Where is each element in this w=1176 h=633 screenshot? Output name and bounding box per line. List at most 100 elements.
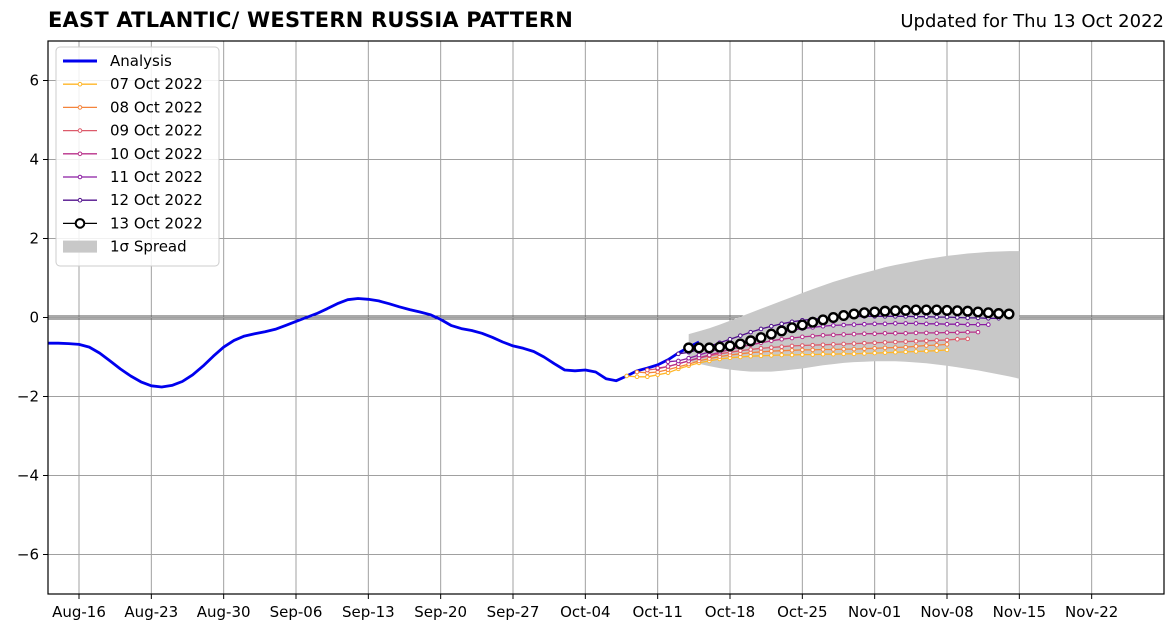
data-point bbox=[934, 342, 939, 348]
data-point bbox=[944, 330, 950, 335]
data-point bbox=[872, 331, 877, 336]
x-tick-label: Oct-04 bbox=[560, 603, 610, 621]
data-point bbox=[910, 304, 922, 316]
data-point bbox=[931, 304, 943, 316]
legend-marker bbox=[77, 197, 83, 203]
legend-item: 07 Oct 2022 bbox=[63, 75, 203, 93]
legend-marker bbox=[77, 81, 83, 87]
data-point bbox=[800, 334, 805, 340]
data-point bbox=[882, 321, 888, 327]
data-point bbox=[758, 326, 764, 332]
data-point bbox=[913, 349, 919, 354]
data-point bbox=[862, 351, 867, 356]
data-point bbox=[810, 347, 815, 353]
x-tick-label: Sep-06 bbox=[270, 603, 323, 621]
legend-item: 09 Oct 2022 bbox=[63, 122, 203, 140]
data-point bbox=[820, 332, 826, 338]
data-point bbox=[786, 322, 798, 334]
data-point bbox=[769, 353, 774, 358]
data-point bbox=[924, 321, 929, 327]
data-point bbox=[882, 345, 888, 351]
legend-marker bbox=[77, 128, 83, 133]
data-point bbox=[800, 352, 805, 357]
data-point bbox=[924, 343, 929, 348]
data-point bbox=[889, 305, 901, 317]
data-point bbox=[831, 342, 836, 347]
data-point bbox=[934, 330, 939, 336]
data-point bbox=[965, 336, 970, 342]
data-point bbox=[820, 351, 826, 357]
data-point bbox=[789, 352, 795, 358]
data-point bbox=[893, 345, 898, 350]
legend-item: 12 Oct 2022 bbox=[63, 191, 203, 209]
x-tick-label: Nov-01 bbox=[848, 603, 901, 621]
data-point bbox=[962, 305, 974, 317]
legend-item: 13 Oct 2022 bbox=[63, 214, 203, 232]
data-point bbox=[748, 329, 753, 335]
data-point bbox=[838, 310, 850, 322]
legend: Analysis 07 Oct 2022 08 Oct 2022 09 Oct 202… bbox=[55, 46, 220, 267]
data-point bbox=[851, 341, 857, 346]
data-point bbox=[903, 321, 908, 326]
data-point bbox=[955, 330, 960, 335]
legend-item: 11 Oct 2022 bbox=[63, 168, 203, 186]
data-point bbox=[769, 323, 774, 329]
data-point bbox=[779, 336, 784, 342]
x-tick-label: Sep-13 bbox=[342, 603, 395, 621]
data-point bbox=[841, 351, 846, 357]
data-point bbox=[920, 304, 932, 316]
data-point bbox=[810, 342, 815, 348]
data-point bbox=[696, 352, 702, 358]
legend-label: Analysis bbox=[110, 52, 172, 70]
x-tick-label: Nov-22 bbox=[1065, 603, 1118, 621]
data-point bbox=[724, 340, 736, 352]
data-point bbox=[779, 321, 784, 327]
y-tick-label: 2 bbox=[29, 230, 39, 248]
legend-label: 12 Oct 2022 bbox=[110, 191, 203, 209]
data-point bbox=[841, 346, 846, 352]
data-point bbox=[1003, 308, 1015, 320]
data-point bbox=[879, 305, 891, 317]
data-point bbox=[882, 340, 888, 345]
data-point bbox=[972, 306, 984, 318]
data-point bbox=[975, 329, 981, 335]
data-point bbox=[982, 307, 994, 319]
series-0 bbox=[48, 297, 700, 389]
data-point bbox=[986, 322, 991, 327]
series-layer bbox=[48, 297, 1015, 389]
data-point bbox=[900, 304, 912, 316]
data-point bbox=[676, 358, 681, 364]
data-point bbox=[738, 333, 743, 338]
data-point bbox=[903, 331, 908, 336]
data-point bbox=[831, 351, 836, 357]
data-point bbox=[862, 346, 867, 352]
data-point bbox=[955, 321, 960, 327]
data-point bbox=[955, 336, 960, 342]
data-point bbox=[882, 350, 888, 355]
data-point bbox=[965, 322, 970, 327]
x-tick-label: Nov-08 bbox=[920, 603, 973, 621]
data-point bbox=[934, 314, 939, 320]
data-point bbox=[975, 322, 981, 327]
data-point bbox=[665, 359, 671, 365]
data-point bbox=[924, 348, 929, 354]
data-point bbox=[810, 352, 815, 357]
x-tick-label: Aug-16 bbox=[52, 603, 106, 621]
data-point bbox=[645, 374, 650, 380]
series-7 bbox=[683, 304, 1015, 354]
series-line bbox=[48, 297, 700, 389]
x-tick-label: Aug-30 bbox=[197, 603, 251, 621]
data-point bbox=[683, 342, 695, 354]
data-point bbox=[841, 332, 846, 337]
chart-subtitle: Updated for Thu 13 Oct 2022 bbox=[900, 11, 1164, 32]
data-point bbox=[934, 321, 939, 327]
data-point bbox=[848, 308, 860, 320]
data-point bbox=[800, 343, 805, 348]
data-point bbox=[755, 332, 767, 344]
legend-swatch bbox=[63, 240, 97, 253]
grid-layer bbox=[48, 41, 1164, 594]
data-point bbox=[800, 347, 805, 353]
data-point bbox=[862, 340, 867, 346]
legend-marker bbox=[77, 174, 83, 180]
